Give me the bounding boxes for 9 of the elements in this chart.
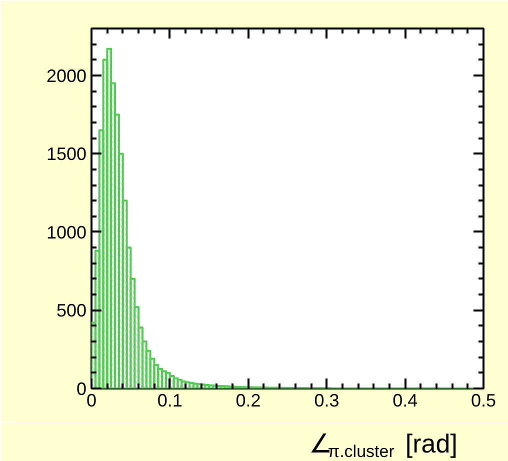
x-tick-label: 0.3: [314, 390, 340, 410]
x-tick-label: 0.4: [392, 390, 418, 410]
y-tick-label: 2000: [46, 66, 87, 86]
x-tick-label: 0.2: [236, 390, 261, 410]
y-tick-label: 1500: [46, 144, 87, 164]
y-tick-label: 1000: [46, 222, 87, 242]
x-tick-label: 0.5: [470, 390, 496, 410]
y-tick-label: 500: [56, 300, 87, 321]
x-tick-label: 0.1: [157, 390, 182, 410]
